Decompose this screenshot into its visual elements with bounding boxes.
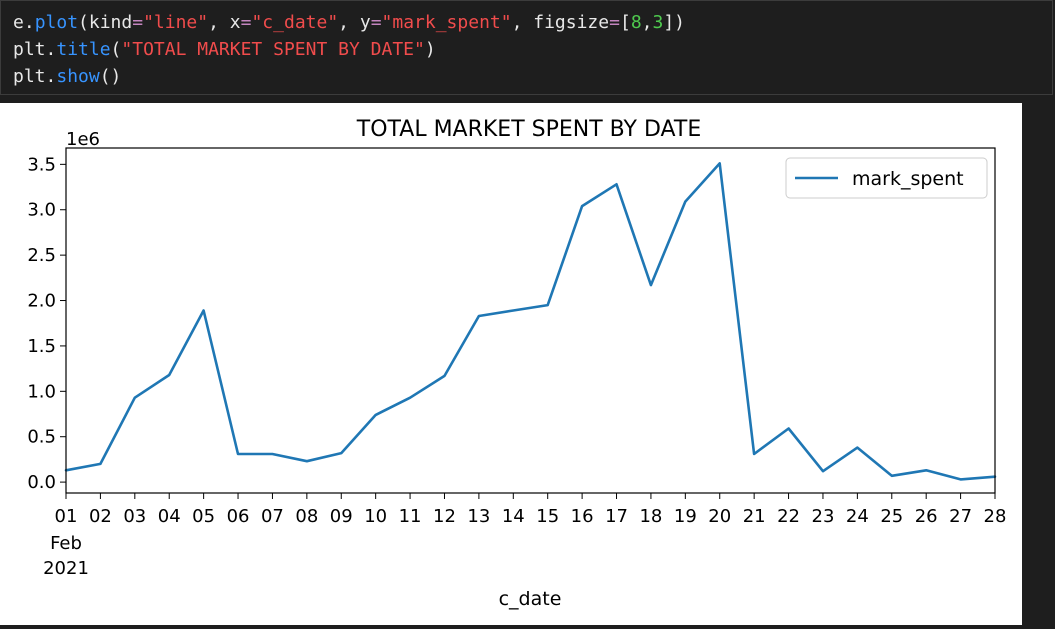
- y-tick-label: 0.0: [27, 472, 56, 493]
- chart-title: TOTAL MARKET SPENT BY DATE: [356, 117, 701, 142]
- code-token: 3: [653, 12, 664, 33]
- code-line-1: e.plot(kind="line", x="c_date", y="mark_…: [13, 9, 1040, 36]
- y-tick-label: 3.5: [27, 154, 56, 175]
- x-tick-label: 21: [743, 506, 766, 527]
- code-token: (): [100, 66, 122, 87]
- x-month-label: Feb: [50, 533, 82, 554]
- x-tick-label: 03: [123, 506, 146, 527]
- code-token: [: [620, 12, 631, 33]
- x-tick-label: 17: [605, 506, 628, 527]
- code-token: ): [425, 39, 436, 60]
- code-cell[interactable]: e.plot(kind="line", x="c_date", y="mark_…: [0, 0, 1053, 95]
- y-tick-label: 1.0: [27, 381, 56, 402]
- code-token: plt.: [13, 66, 56, 87]
- y-offset-label: 1e6: [66, 129, 100, 150]
- code-token: =: [132, 12, 143, 33]
- x-tick-label: 07: [261, 506, 284, 527]
- code-token: =: [371, 12, 382, 33]
- code-token: plt.: [13, 39, 56, 60]
- code-token: ]): [663, 12, 685, 33]
- x-tick-label: 13: [467, 506, 490, 527]
- x-tick-label: 01: [55, 506, 78, 527]
- cell-output: TOTAL MARKET SPENT BY DATE 1e6 0.0 0.5 1.0…: [0, 103, 1022, 625]
- x-tick-label: 11: [399, 506, 422, 527]
- y-tick-label: 0.5: [27, 427, 56, 448]
- code-token: "c_date": [251, 12, 338, 33]
- x-tick-label: 22: [777, 506, 800, 527]
- code-token: "TOTAL MARKET SPENT BY DATE": [121, 39, 424, 60]
- x-tick-label: 27: [949, 506, 972, 527]
- x-tick-label: 18: [639, 506, 662, 527]
- code-token: (: [111, 39, 122, 60]
- x-tick-label: 19: [674, 506, 697, 527]
- x-axis-label: c_date: [499, 588, 562, 610]
- code-line-3: plt.show(): [13, 63, 1040, 90]
- legend-label: mark_spent: [852, 168, 964, 190]
- legend: mark_spent: [786, 158, 987, 198]
- x-tick-label: 08: [295, 506, 318, 527]
- code-token: title: [56, 39, 110, 60]
- x-tick-label: 05: [192, 506, 215, 527]
- x-tick-label: 10: [364, 506, 387, 527]
- code-token: , figsize: [512, 12, 610, 33]
- code-token: plot: [35, 12, 78, 33]
- x-tick-label: 12: [433, 506, 456, 527]
- x-tick-label: 04: [158, 506, 181, 527]
- x-tick-label: 14: [502, 506, 525, 527]
- y-tick-label: 2.0: [27, 291, 56, 312]
- code-token: e.: [13, 12, 35, 33]
- code-token: ,: [642, 12, 653, 33]
- x-tick-label: 09: [330, 506, 353, 527]
- x-tick-label: 23: [812, 506, 835, 527]
- x-tick-label: 15: [536, 506, 559, 527]
- x-tick-label: 24: [846, 506, 869, 527]
- code-token: , x: [208, 12, 241, 33]
- y-tick-label: 3.0: [27, 200, 56, 221]
- code-token: =: [241, 12, 252, 33]
- x-tick-label: 25: [880, 506, 903, 527]
- line-chart: TOTAL MARKET SPENT BY DATE 1e6 0.0 0.5 1.0…: [0, 103, 1022, 625]
- code-token: 8: [631, 12, 642, 33]
- code-token: show: [56, 66, 99, 87]
- x-tick-label: 06: [227, 506, 250, 527]
- y-tick-label: 1.5: [27, 336, 56, 357]
- x-tick-label: 26: [915, 506, 938, 527]
- code-token: , y: [338, 12, 371, 33]
- code-token: =: [609, 12, 620, 33]
- x-year-label: 2021: [43, 558, 89, 579]
- x-tick-label: 02: [89, 506, 112, 527]
- x-tick-label: 16: [571, 506, 594, 527]
- code-token: "line": [143, 12, 208, 33]
- code-line-2: plt.title("TOTAL MARKET SPENT BY DATE"): [13, 36, 1040, 63]
- x-tick-label: 28: [984, 506, 1007, 527]
- x-tick-label: 20: [708, 506, 731, 527]
- code-token: (kind: [78, 12, 132, 33]
- y-tick-label: 2.5: [27, 245, 56, 266]
- code-token: "mark_spent": [382, 12, 512, 33]
